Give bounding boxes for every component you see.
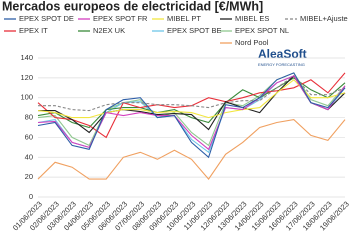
logo-name: AleaSoft [258, 47, 307, 61]
logo-tagline: ENERGY FORECASTING [258, 62, 305, 67]
y-tick-label: 40 [25, 152, 33, 161]
series-line [37, 77, 346, 129]
y-tick-label: 140 [20, 53, 33, 62]
legend-label: EPEX SPOT DE [19, 14, 74, 23]
legend-label: Nord Pool [235, 38, 269, 47]
series-line [37, 79, 346, 119]
y-tick-label: 100 [20, 93, 33, 102]
legend-label: MIBEL PT [167, 14, 201, 23]
y-tick-label: 120 [20, 73, 33, 82]
chart-title: Mercados europeos de electricidad [€/MWh… [2, 0, 263, 13]
y-tick-label: 60 [25, 132, 33, 141]
y-tick-label: 80 [25, 113, 33, 122]
legend-label: MIBEL ES [235, 14, 269, 23]
legend-label: EPEX SPOT BE [167, 26, 221, 35]
legend-label: MIBEL+Ajuste [300, 14, 348, 23]
legend-label: EPEX SPOT NL [235, 26, 289, 35]
y-tick-label: 20 [25, 172, 33, 181]
series-line [37, 75, 346, 151]
series-line [37, 72, 346, 159]
legend-label: EPEX IT [19, 26, 48, 35]
legend-label: EPEX SPOT FR [93, 14, 148, 23]
legend-label: N2EX UK [93, 26, 125, 35]
y-tick-label: 0 [29, 192, 33, 201]
series-line [37, 119, 346, 180]
